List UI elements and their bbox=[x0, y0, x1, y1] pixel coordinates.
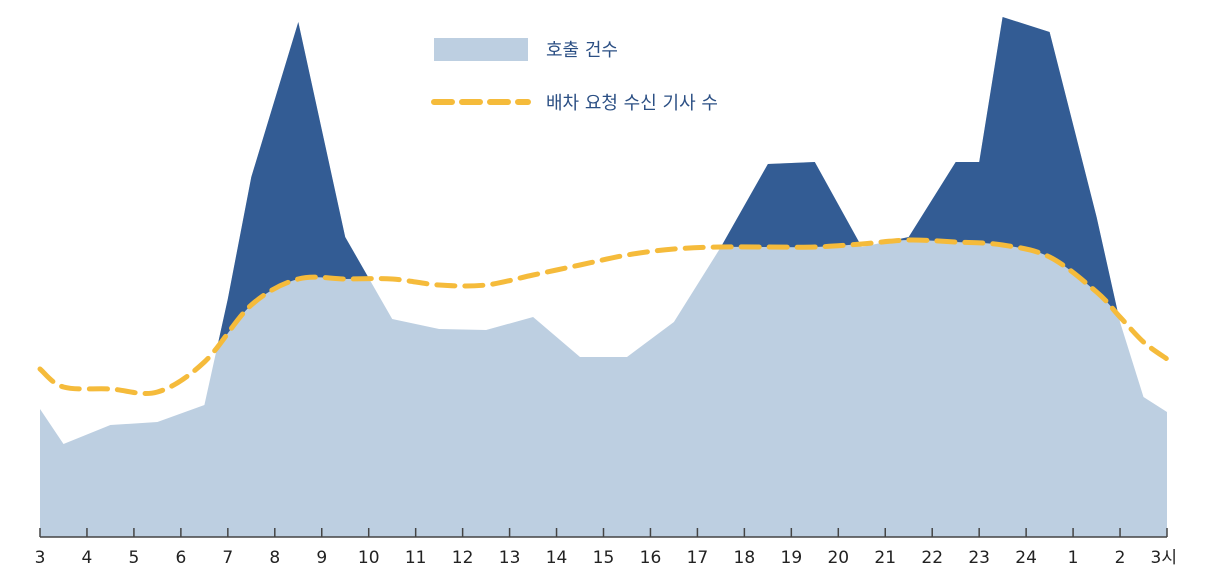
x-tick-label: 19 bbox=[781, 548, 803, 568]
x-tick-label: 22 bbox=[921, 548, 943, 568]
x-tick-label: 13 bbox=[499, 548, 521, 568]
x-tick-label: 14 bbox=[546, 548, 568, 568]
series-line-dispatch-drivers bbox=[37, 237, 1170, 397]
x-tick-label: 7 bbox=[222, 548, 233, 568]
x-tick-label: 15 bbox=[593, 548, 615, 568]
x-tick-label: 8 bbox=[269, 548, 280, 568]
plot-area bbox=[37, 17, 1170, 537]
legend-label-dispatch-drivers: 배차 요청 수신 기사 수 bbox=[546, 93, 718, 114]
excess-call-area bbox=[40, 17, 1167, 394]
x-tick-label: 10 bbox=[358, 548, 380, 568]
x-tick-label: 20 bbox=[827, 548, 849, 568]
x-axis: 3 4 5 6 7 8 9 10 11 12 13 14 15 16 17 18 19 20 21 22 23 24 1 2 3… bbox=[35, 528, 1177, 568]
x-tick-label: 12 bbox=[452, 548, 474, 568]
x-tick-label: 1 bbox=[1068, 548, 1079, 568]
x-tick-label: 21 bbox=[874, 548, 896, 568]
x-tick-label: 6 bbox=[175, 548, 186, 568]
legend-swatch-call-count bbox=[434, 38, 528, 61]
x-tick-label: 17 bbox=[687, 548, 709, 568]
x-tick-label: 5 bbox=[129, 548, 140, 568]
x-tick-label: 3 bbox=[35, 548, 46, 568]
x-tick-label: 11 bbox=[405, 548, 427, 568]
x-tick-label: 4 bbox=[82, 548, 93, 568]
legend: 호출 건수 배차 요청 수신 기사 수 bbox=[431, 38, 718, 114]
x-tick-label: 18 bbox=[734, 548, 756, 568]
x-tick-label: 3시 bbox=[1151, 548, 1177, 568]
x-tick-label: 2 bbox=[1115, 548, 1126, 568]
legend-label-call-count: 호출 건수 bbox=[546, 40, 618, 61]
x-tick-label: 24 bbox=[1015, 548, 1037, 568]
x-tick-label: 16 bbox=[640, 548, 662, 568]
x-tick-label: 23 bbox=[968, 548, 990, 568]
x-tick-label: 9 bbox=[316, 548, 327, 568]
